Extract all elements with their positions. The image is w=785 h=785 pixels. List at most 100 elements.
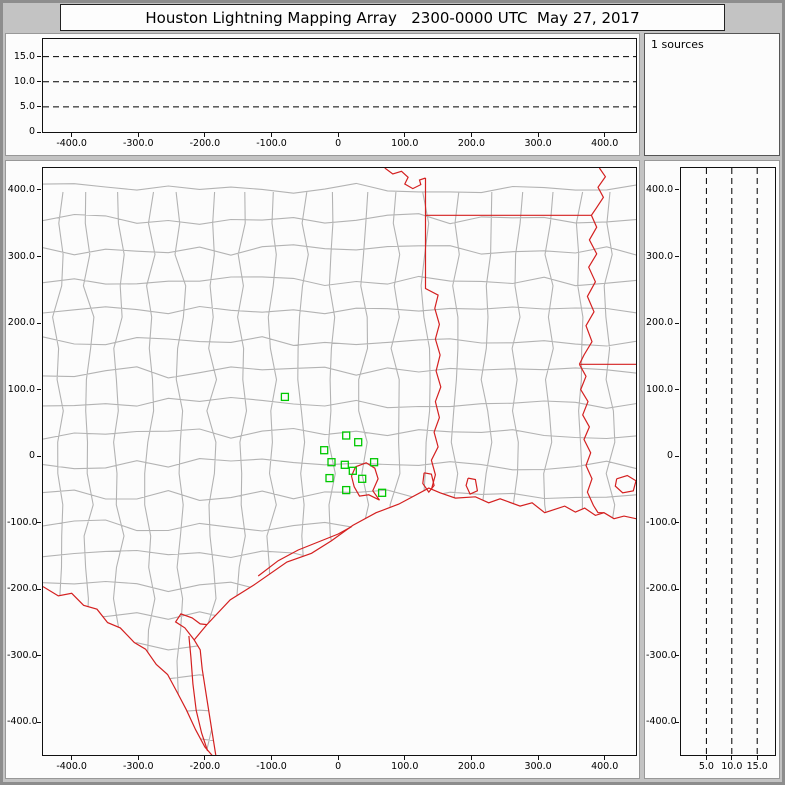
y-tick bbox=[37, 455, 41, 457]
y-tick bbox=[675, 588, 679, 590]
y-tick-label: 0 bbox=[666, 450, 673, 462]
feature-laguna-madre-inner-shore bbox=[188, 635, 209, 752]
y-tick bbox=[675, 655, 679, 657]
feature-red-river bbox=[384, 168, 426, 190]
x-tick-label: 15.0 bbox=[746, 761, 768, 772]
y-tick-label: 5.0 bbox=[19, 100, 35, 112]
y-tick-label: 400.0 bbox=[646, 183, 674, 195]
county-grid-lines bbox=[43, 182, 636, 755]
station-marker bbox=[342, 431, 351, 440]
x-tick bbox=[137, 133, 139, 137]
y-tick-label: -400.0 bbox=[646, 716, 677, 728]
y-tick-label: -200.0 bbox=[646, 583, 677, 595]
altitude-ns-plot-area bbox=[680, 167, 776, 756]
y-tick-label: -100.0 bbox=[7, 516, 38, 528]
feature-sabine-lake bbox=[422, 472, 435, 494]
station-marker bbox=[327, 458, 336, 467]
station-marker bbox=[358, 474, 367, 483]
feature-corpus-christi-bay bbox=[174, 613, 207, 641]
altitude-ew-plot-area bbox=[42, 38, 637, 133]
x-tick bbox=[337, 756, 339, 760]
y-tick-label: 200.0 bbox=[7, 317, 35, 329]
y-tick bbox=[675, 522, 679, 524]
x-tick-label: -400.0 bbox=[56, 761, 87, 772]
y-tick bbox=[37, 655, 41, 657]
y-tick bbox=[37, 189, 41, 191]
x-tick bbox=[337, 133, 339, 137]
x-tick bbox=[537, 756, 539, 760]
station-marker bbox=[348, 466, 357, 475]
y-tick-label: -300.0 bbox=[646, 649, 677, 661]
x-tick bbox=[756, 756, 758, 760]
feature-calcasieu-lake bbox=[465, 477, 479, 495]
feature-coastline bbox=[193, 487, 636, 755]
y-tick bbox=[675, 721, 679, 723]
y-tick bbox=[37, 721, 41, 723]
station-marker bbox=[342, 485, 351, 495]
county-boundaries bbox=[43, 182, 636, 755]
station-marker bbox=[280, 392, 290, 402]
x-tick bbox=[731, 756, 733, 760]
feature-matagorda-inner-shore bbox=[257, 526, 352, 577]
station-marker bbox=[340, 460, 349, 469]
y-tick-label: 15.0 bbox=[13, 50, 35, 62]
x-tick bbox=[71, 756, 73, 760]
x-tick-label: 400.0 bbox=[591, 761, 619, 772]
x-tick bbox=[604, 133, 606, 137]
station-marker bbox=[354, 438, 363, 447]
window-title: Houston Lightning Mapping Array 2300-000… bbox=[145, 8, 640, 27]
feature-mississippi-river bbox=[578, 168, 607, 365]
x-tick-label: 0 bbox=[335, 761, 342, 772]
y-tick-label: 0 bbox=[28, 450, 35, 462]
x-tick bbox=[71, 133, 73, 137]
station-marker bbox=[377, 488, 387, 497]
x-tick-label: -100.0 bbox=[256, 138, 287, 149]
altitude-ns-plot-svg bbox=[705, 168, 758, 755]
x-tick-label: 0 bbox=[335, 138, 342, 149]
station-marker bbox=[325, 473, 334, 483]
y-tick bbox=[37, 106, 41, 108]
y-tick bbox=[37, 131, 41, 133]
x-tick bbox=[705, 756, 707, 760]
lma-stations bbox=[280, 392, 387, 497]
plan-view-plot-svg bbox=[43, 168, 636, 755]
x-tick-label: 100.0 bbox=[391, 138, 419, 149]
x-tick bbox=[537, 133, 539, 137]
feature-lake-pontchartrain bbox=[614, 474, 636, 494]
station-marker bbox=[320, 446, 329, 455]
x-tick-label: 200.0 bbox=[457, 761, 486, 772]
x-tick-label: 10.0 bbox=[721, 761, 743, 772]
feature-galveston-bay bbox=[350, 462, 380, 501]
x-tick-label: -200.0 bbox=[189, 761, 221, 772]
y-tick bbox=[37, 56, 41, 58]
y-tick-label: -300.0 bbox=[7, 649, 38, 661]
y-tick-label: 300.0 bbox=[646, 250, 674, 262]
x-tick bbox=[271, 756, 273, 760]
x-tick bbox=[204, 133, 206, 137]
x-tick-label: -300.0 bbox=[122, 138, 154, 149]
feature-tx-la-sabine-border bbox=[424, 178, 442, 490]
y-tick-label: 10.0 bbox=[13, 75, 35, 87]
x-tick bbox=[470, 133, 472, 137]
y-tick bbox=[37, 322, 41, 324]
y-tick bbox=[37, 256, 41, 258]
plan-view-plot-area bbox=[42, 167, 637, 756]
y-tick-label: -400.0 bbox=[7, 716, 38, 728]
y-tick-label: 200.0 bbox=[646, 317, 674, 329]
x-tick bbox=[404, 756, 406, 760]
x-tick bbox=[271, 133, 273, 137]
state-borders-and-coastline bbox=[43, 168, 636, 755]
x-tick-label: 5.0 bbox=[698, 761, 714, 772]
altitude-ew-plot-svg bbox=[43, 56, 636, 108]
y-tick bbox=[675, 322, 679, 324]
title-bar: Houston Lightning Mapping Array 2300-000… bbox=[60, 4, 725, 31]
sources-count-label: 1 sources bbox=[651, 38, 704, 51]
y-tick bbox=[675, 455, 679, 457]
y-tick bbox=[37, 81, 41, 83]
x-tick bbox=[604, 756, 606, 760]
x-tick bbox=[470, 756, 472, 760]
x-tick-label: 400.0 bbox=[591, 138, 619, 149]
x-tick-label: -200.0 bbox=[189, 138, 221, 149]
x-tick bbox=[404, 133, 406, 137]
